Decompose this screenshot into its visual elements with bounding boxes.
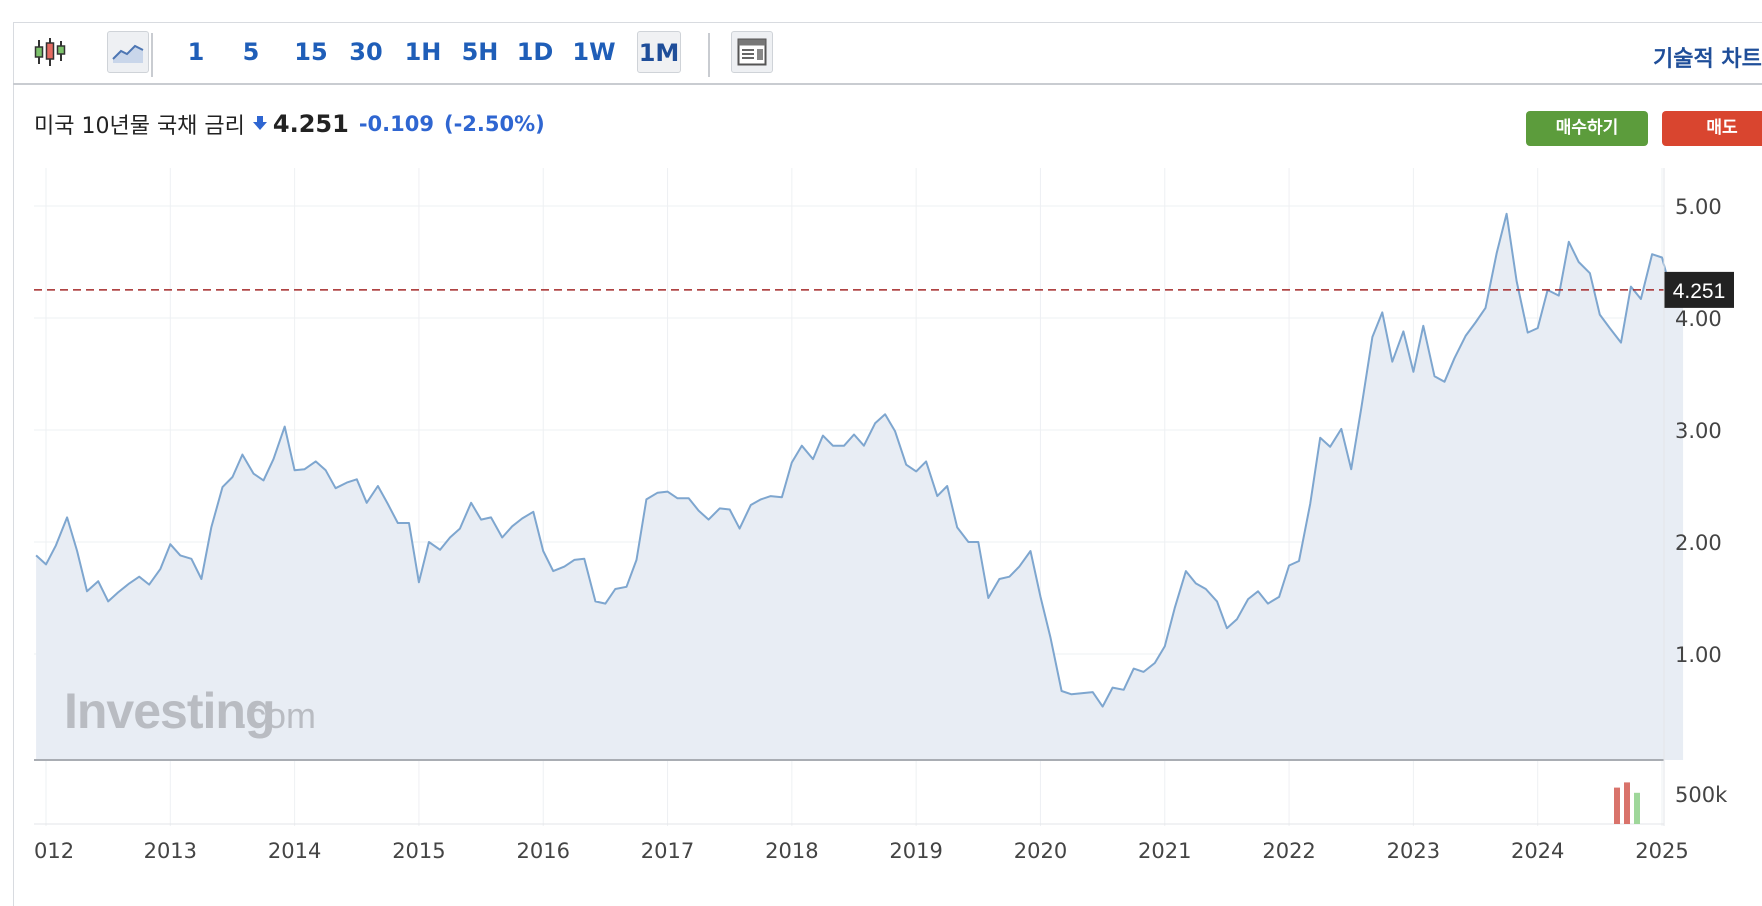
x-tick-label: 2016 (517, 839, 570, 863)
toolbar-divider (708, 33, 710, 77)
volume-axis-label: 500k (1675, 783, 1728, 807)
chart-layout-icon[interactable] (731, 31, 773, 73)
candlestick-chart-icon[interactable] (29, 31, 71, 73)
price-change-percent: (-2.50%) (443, 112, 545, 136)
volume-bar (1614, 787, 1620, 824)
last-price: 4.251 (272, 110, 349, 138)
interval-5[interactable]: 5 (242, 38, 260, 66)
y-axis-ticks: 5.00 4.00 3.00 2.00 1.00 (1675, 195, 1722, 667)
sell-button[interactable]: 매도 (1662, 111, 1762, 146)
x-tick-label: 2014 (268, 839, 321, 863)
y-tick-label: 4.00 (1675, 307, 1722, 331)
interval-5h[interactable]: 5H (461, 38, 499, 66)
x-tick-label: 2015 (392, 839, 445, 863)
series-line (35, 212, 1684, 708)
y-tick-label: 5.00 (1675, 195, 1722, 219)
arrow-down-icon (252, 112, 267, 137)
x-tick-label: 2022 (1262, 839, 1315, 863)
x-tick-label: 2019 (889, 839, 942, 863)
series-area (36, 213, 1684, 761)
interval-1[interactable]: 1 (187, 38, 205, 66)
watermark-suffix: .com (238, 695, 316, 736)
x-tick-label: 2013 (144, 839, 197, 863)
watermark-brand: Investing (64, 683, 274, 739)
x-tick-label: 2024 (1511, 839, 1564, 863)
interval-30[interactable]: 30 (349, 38, 383, 66)
area-chart-icon[interactable] (107, 31, 149, 73)
volume-bars (1614, 782, 1640, 824)
toolbar-divider (151, 33, 153, 77)
x-axis-ticks: 012 2013 2014 2015 2016 2017 2018 2019 2020 2021 2… (34, 839, 1689, 863)
y-tick-label: 2.00 (1675, 531, 1722, 555)
y-tick-label: 1.00 (1675, 643, 1722, 667)
instrument-name: 미국 10년물 국채 금리 (34, 114, 245, 139)
technical-chart-link[interactable]: 기술적 차트 (1653, 47, 1762, 72)
x-tick-label: 012 (34, 839, 74, 863)
interval-1h[interactable]: 1H (404, 38, 442, 66)
interval-15[interactable]: 15 (294, 38, 328, 66)
chart-frame (13, 22, 1762, 906)
price-change: -0.109 (358, 112, 434, 136)
current-price-badge: 4.251 (1664, 271, 1734, 308)
volume-bar (1624, 782, 1630, 824)
x-tick-label: 2025 (1635, 839, 1688, 863)
volume-bar (1634, 792, 1640, 824)
x-tick-label: 2023 (1387, 839, 1440, 863)
x-tick-label: 2018 (765, 839, 818, 863)
x-tick-label: 2020 (1014, 839, 1067, 863)
buy-button[interactable]: 매수하기 (1526, 111, 1648, 146)
interval-1d[interactable]: 1D (516, 38, 554, 66)
quote-header: 미국 10년물 국채 금리 4.251 -0.109 (-2.50%) (34, 108, 545, 140)
current-price-label: 4.251 (1673, 280, 1726, 303)
x-tick-label: 2021 (1138, 839, 1191, 863)
interval-1w[interactable]: 1W (572, 38, 616, 66)
x-tick-label: 2017 (641, 839, 694, 863)
interval-1m[interactable]: 1M (637, 31, 681, 73)
chart-toolbar: 1 5 15 30 1H 5H 1D 1W 1M 기술적 차트 (13, 23, 1762, 85)
y-tick-label: 3.00 (1675, 419, 1722, 443)
